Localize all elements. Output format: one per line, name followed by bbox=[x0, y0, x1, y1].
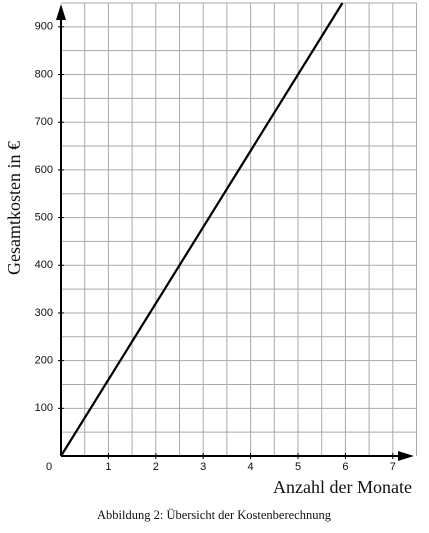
x-axis-label: Anzahl der Monate bbox=[273, 477, 412, 497]
y-axis-label: Gesamtkosten in € bbox=[4, 141, 24, 275]
y-axis-arrow bbox=[56, 4, 66, 20]
y-tick-label: 300 bbox=[35, 307, 53, 319]
line bbox=[60, 2, 344, 457]
y-tick-label: 600 bbox=[35, 164, 53, 176]
x-tick-label: 2 bbox=[153, 461, 159, 473]
x-tick-label: 0 bbox=[46, 461, 52, 473]
caption: Abbildung 2: Übersicht der Kostenberechn… bbox=[97, 508, 332, 522]
y-tick-label: 100 bbox=[35, 402, 53, 414]
x-axis-arrow bbox=[398, 451, 414, 461]
y-tick-label: 200 bbox=[35, 355, 53, 367]
y-tick-label: 400 bbox=[35, 259, 53, 271]
x-tick-label: 5 bbox=[295, 461, 301, 473]
x-tick-label: 1 bbox=[105, 461, 111, 473]
y-tick-label: 700 bbox=[35, 116, 53, 128]
y-tick-label: 800 bbox=[35, 68, 53, 80]
x-tick-label: 6 bbox=[342, 461, 348, 473]
x-tick-label: 3 bbox=[200, 461, 206, 473]
x-tick-label: 7 bbox=[390, 461, 396, 473]
y-tick-label: 500 bbox=[35, 211, 53, 223]
y-tick-label: 900 bbox=[35, 21, 53, 33]
x-tick-label: 4 bbox=[248, 461, 254, 473]
